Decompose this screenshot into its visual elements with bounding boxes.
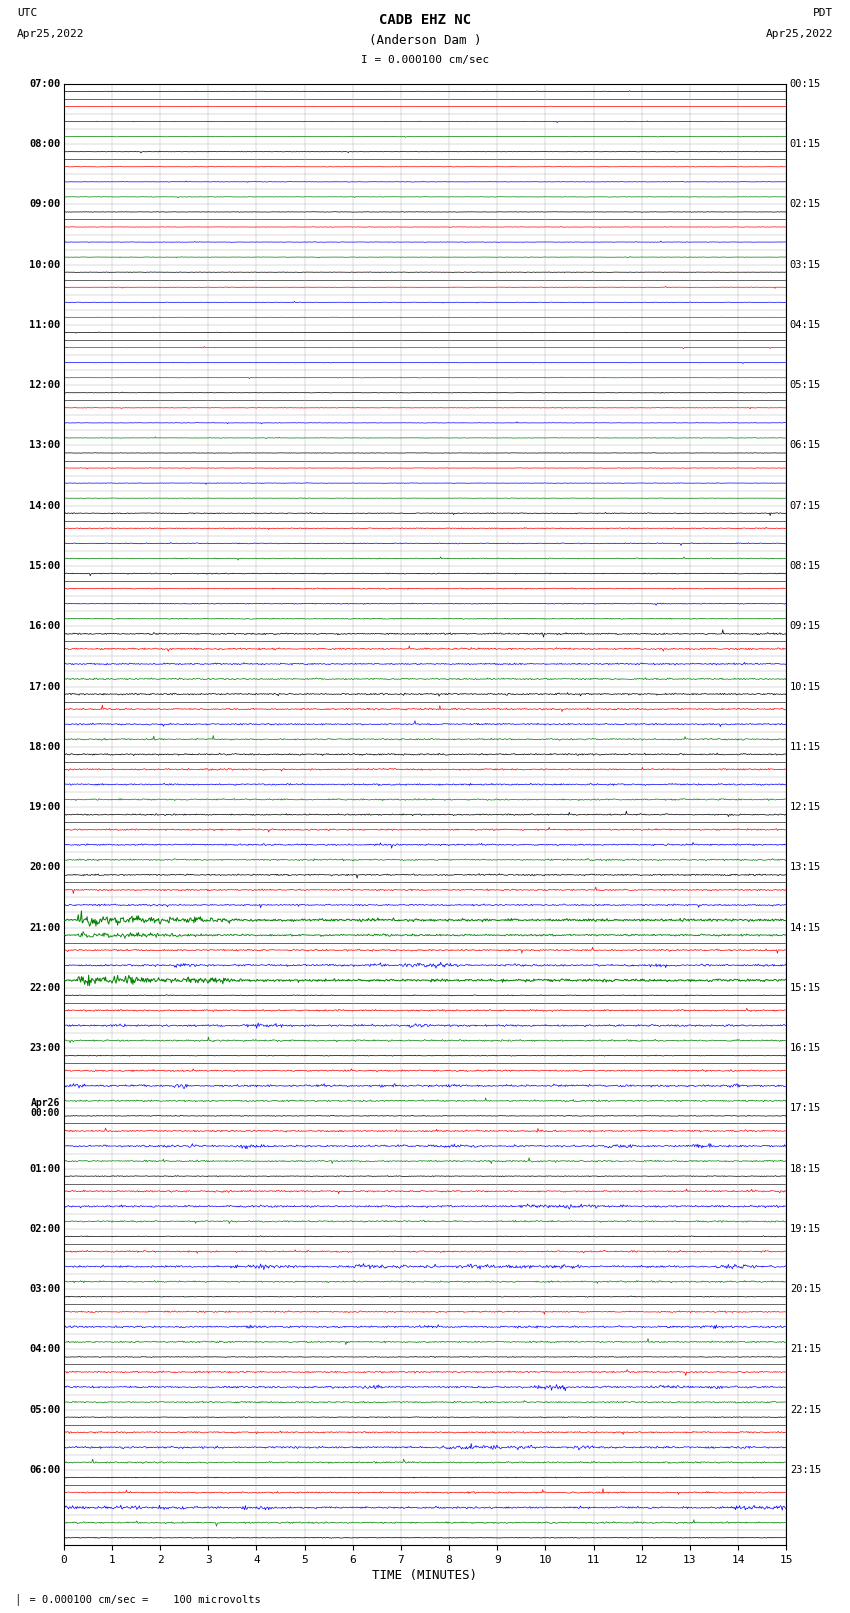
Text: 18:00: 18:00 xyxy=(29,742,60,752)
Text: 06:00: 06:00 xyxy=(29,1465,60,1474)
Text: PDT: PDT xyxy=(813,8,833,18)
Text: 04:00: 04:00 xyxy=(29,1344,60,1355)
Text: 03:15: 03:15 xyxy=(790,260,821,269)
Text: 12:00: 12:00 xyxy=(29,381,60,390)
Text: 09:00: 09:00 xyxy=(29,200,60,210)
Text: 10:00: 10:00 xyxy=(29,260,60,269)
Text: 16:15: 16:15 xyxy=(790,1044,821,1053)
Text: UTC: UTC xyxy=(17,8,37,18)
Text: 08:15: 08:15 xyxy=(790,561,821,571)
Text: 05:15: 05:15 xyxy=(790,381,821,390)
Text: CADB EHZ NC: CADB EHZ NC xyxy=(379,13,471,26)
Text: 10:15: 10:15 xyxy=(790,682,821,692)
Text: 21:00: 21:00 xyxy=(29,923,60,932)
Text: 23:00: 23:00 xyxy=(29,1044,60,1053)
Text: 13:15: 13:15 xyxy=(790,863,821,873)
Text: 21:15: 21:15 xyxy=(790,1344,821,1355)
Text: 13:00: 13:00 xyxy=(29,440,60,450)
Text: 02:00: 02:00 xyxy=(29,1224,60,1234)
Text: 16:00: 16:00 xyxy=(29,621,60,631)
Text: 03:00: 03:00 xyxy=(29,1284,60,1294)
Text: 01:15: 01:15 xyxy=(790,139,821,148)
Text: 00:15: 00:15 xyxy=(790,79,821,89)
Text: Apr25,2022: Apr25,2022 xyxy=(766,29,833,39)
Text: 19:15: 19:15 xyxy=(790,1224,821,1234)
Text: 11:00: 11:00 xyxy=(29,319,60,331)
Text: 17:00: 17:00 xyxy=(29,682,60,692)
Text: 01:00: 01:00 xyxy=(29,1163,60,1174)
Text: Apr25,2022: Apr25,2022 xyxy=(17,29,84,39)
X-axis label: TIME (MINUTES): TIME (MINUTES) xyxy=(372,1569,478,1582)
Text: I = 0.000100 cm/sec: I = 0.000100 cm/sec xyxy=(361,55,489,65)
Text: 11:15: 11:15 xyxy=(790,742,821,752)
Text: 12:15: 12:15 xyxy=(790,802,821,811)
Text: 07:15: 07:15 xyxy=(790,500,821,511)
Text: (Anderson Dam ): (Anderson Dam ) xyxy=(369,34,481,47)
Text: 15:00: 15:00 xyxy=(29,561,60,571)
Text: 19:00: 19:00 xyxy=(29,802,60,811)
Text: 06:15: 06:15 xyxy=(790,440,821,450)
Text: 20:15: 20:15 xyxy=(790,1284,821,1294)
Text: 04:15: 04:15 xyxy=(790,319,821,331)
Text: 20:00: 20:00 xyxy=(29,863,60,873)
Text: 07:00: 07:00 xyxy=(29,79,60,89)
Text: 18:15: 18:15 xyxy=(790,1163,821,1174)
Text: 15:15: 15:15 xyxy=(790,982,821,994)
Text: ▏ = 0.000100 cm/sec =    100 microvolts: ▏ = 0.000100 cm/sec = 100 microvolts xyxy=(17,1594,261,1605)
Text: 22:00: 22:00 xyxy=(29,982,60,994)
Text: 02:15: 02:15 xyxy=(790,200,821,210)
Text: 08:00: 08:00 xyxy=(29,139,60,148)
Text: Apr26: Apr26 xyxy=(31,1098,60,1108)
Text: 14:15: 14:15 xyxy=(790,923,821,932)
Text: 05:00: 05:00 xyxy=(29,1405,60,1415)
Text: 14:00: 14:00 xyxy=(29,500,60,511)
Text: 00:00: 00:00 xyxy=(31,1108,60,1118)
Text: 09:15: 09:15 xyxy=(790,621,821,631)
Text: 22:15: 22:15 xyxy=(790,1405,821,1415)
Text: 17:15: 17:15 xyxy=(790,1103,821,1113)
Text: 23:15: 23:15 xyxy=(790,1465,821,1474)
